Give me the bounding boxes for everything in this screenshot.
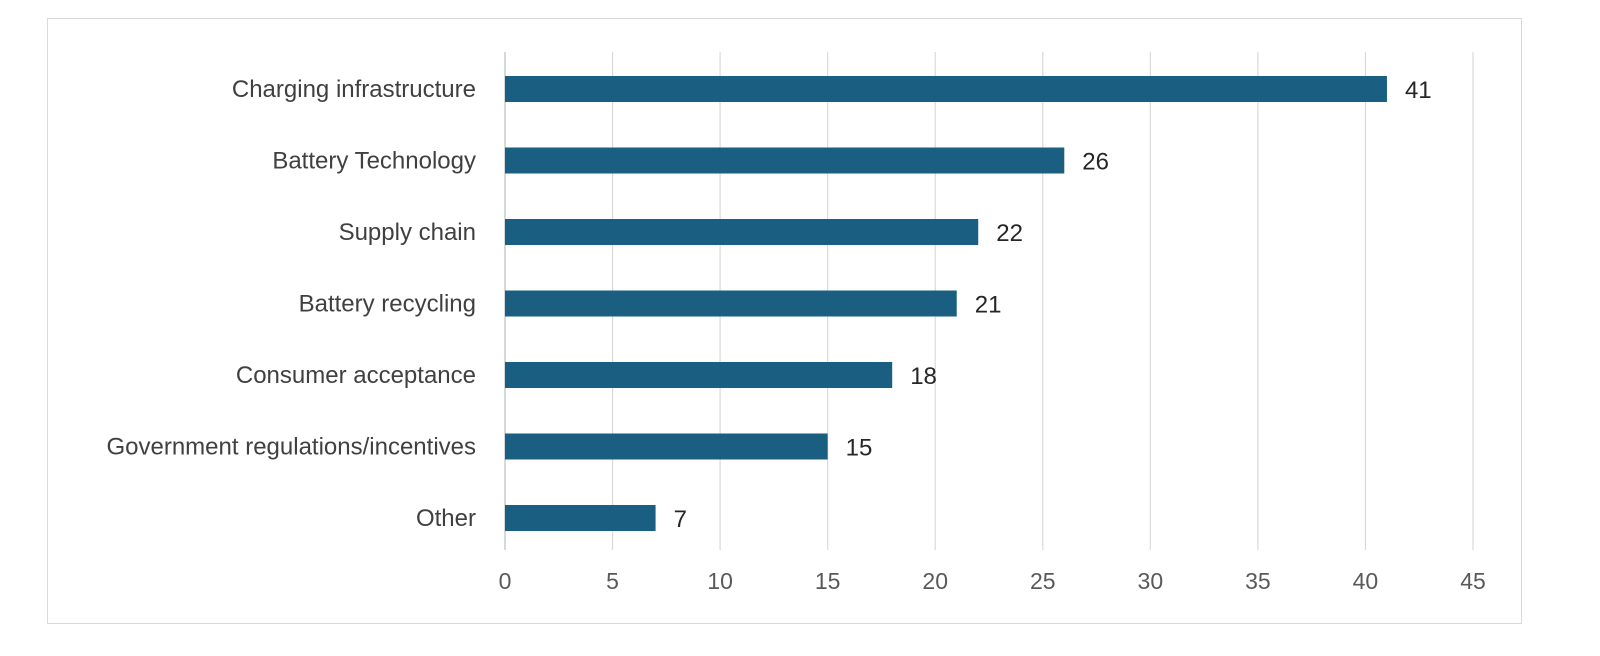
bar (505, 433, 828, 460)
data-label: 22 (996, 220, 1023, 247)
bar (505, 219, 979, 245)
gridlines (504, 52, 1474, 550)
category-labels: Charging infrastructure Battery Technolog… (106, 76, 476, 532)
data-labels: 41 26 22 21 18 15 7 (674, 77, 1432, 533)
category-label: Supply chain (339, 219, 476, 246)
data-label: 41 (1405, 77, 1432, 104)
category-label: Battery recycling (299, 291, 476, 318)
bar (505, 147, 1065, 174)
bar (505, 290, 957, 317)
x-tick-label: 45 (1460, 568, 1486, 594)
x-tick-label: 15 (815, 568, 841, 594)
x-tick-label: 10 (707, 568, 733, 594)
x-tick-label: 35 (1245, 568, 1271, 594)
x-tick-label: 20 (922, 568, 948, 594)
category-label: Battery Technology (272, 148, 476, 175)
data-label: 7 (674, 506, 687, 533)
category-label: Government regulations/incentives (106, 434, 476, 461)
bar (505, 362, 893, 388)
x-tick-labels: 0 5 10 15 20 25 30 35 40 45 (499, 568, 1486, 594)
bar (505, 505, 656, 531)
data-label: 26 (1082, 149, 1109, 176)
data-label: 18 (910, 363, 937, 390)
x-tick-label: 0 (499, 568, 512, 594)
x-tick-label: 25 (1030, 568, 1056, 594)
category-label: Charging infrastructure (232, 76, 476, 103)
category-label: Other (416, 505, 476, 532)
x-tick-label: 5 (606, 568, 619, 594)
bars (505, 76, 1387, 531)
category-label: Consumer acceptance (236, 362, 476, 389)
x-tick-label: 30 (1138, 568, 1164, 594)
data-label: 21 (975, 292, 1002, 319)
chart-frame (47, 18, 1522, 624)
data-label: 15 (846, 435, 873, 462)
x-tick-label: 40 (1353, 568, 1379, 594)
bar (505, 76, 1387, 102)
